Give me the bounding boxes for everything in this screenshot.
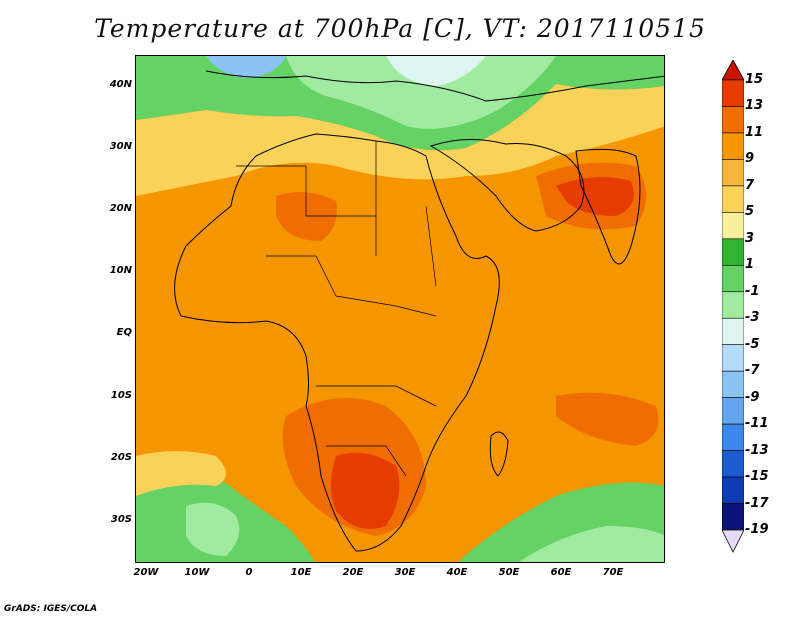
lon-label-40e: 40E (446, 567, 468, 578)
colorbar-label: 1 (745, 257, 755, 273)
colorbar-cells (722, 79, 744, 531)
field-se-lightgreen (518, 526, 664, 562)
lon-label-20e: 20E (342, 567, 364, 578)
lon-label-60e: 60E (550, 567, 572, 578)
colorbar-label: -11 (745, 416, 769, 432)
colorbar-cell (722, 344, 744, 372)
field-sahel-warm (276, 192, 337, 241)
lon-label-20w: 20W (133, 567, 159, 578)
field-north-blue (206, 56, 286, 78)
lat-label-10s: 10S (110, 390, 132, 401)
lat-label-20s: 20S (110, 452, 132, 463)
border-5 (316, 385, 437, 407)
colorbar-cell (722, 238, 744, 266)
lon-label-30e: 30E (394, 567, 416, 578)
lat-label-10n: 10N (109, 265, 132, 276)
colorbar-cell (722, 476, 744, 504)
temperature-map (135, 55, 665, 563)
colorbar-label: -15 (745, 469, 769, 485)
colorbar-label: 15 (745, 72, 764, 87)
coast-madagascar (489, 431, 509, 477)
coast-arabia (429, 138, 585, 232)
colorbar-label: -13 (745, 442, 769, 458)
colorbar-bottom-arrow (722, 529, 744, 553)
colorbar-cell (722, 397, 744, 425)
coast-africa (174, 133, 500, 552)
lon-label-50e: 50E (498, 567, 520, 578)
colorbar-cell (722, 264, 744, 293)
lat-label-40n: 40N (109, 79, 132, 90)
colorbar-cell (722, 185, 744, 213)
field-sw-lightgreen (186, 502, 240, 556)
lat-label-30n: 30N (109, 141, 132, 152)
colorbar-cell (722, 317, 744, 346)
colorbar-cell (722, 212, 744, 240)
border-1 (236, 165, 307, 216)
colorbar-cell (722, 423, 744, 451)
colorbar (722, 60, 744, 553)
colorbar-cell (722, 370, 744, 398)
field-indian-ocean-warm (556, 392, 659, 446)
coast-india (575, 148, 641, 265)
lon-label-70e: 70E (602, 567, 624, 578)
colorbar-cell (722, 79, 744, 107)
colorbar-label: 13 (745, 98, 764, 114)
field-arabia-hot (556, 177, 634, 216)
lon-label-10w: 10W (184, 567, 210, 578)
colorbar-cell (722, 450, 744, 478)
lat-label-30s: 30S (110, 514, 132, 525)
lat-label-20n: 20N (109, 203, 132, 214)
colorbar-cell (722, 159, 744, 187)
colorbar-cell (722, 106, 744, 134)
colorbar-cell (722, 503, 744, 531)
colorbar-top-arrow (722, 60, 744, 81)
colorbar-cell (722, 132, 744, 160)
colorbar-label: -19 (745, 522, 769, 537)
coastlines (174, 70, 664, 552)
colorbar-label: 11 (745, 124, 764, 140)
lon-label-10e: 10E (290, 567, 312, 578)
field-north-pale (386, 56, 486, 86)
coast-europe (205, 70, 664, 102)
colorbar-label: 5 (745, 204, 755, 220)
field-sw-yellow (136, 451, 226, 496)
field-southern-hot (331, 452, 400, 529)
border-4 (335, 295, 437, 317)
colorbar-label: -1 (745, 283, 760, 299)
temperature-field (136, 56, 664, 562)
colorbar-label: -9 (745, 389, 760, 405)
colorbar-label: 9 (745, 151, 755, 167)
lat-label-eq: EQ (116, 327, 132, 338)
colorbar-label: 7 (745, 177, 755, 193)
border-6 (326, 445, 407, 477)
border-8 (266, 255, 337, 297)
field-north-lightgreen (286, 56, 556, 129)
colorbar-label: -3 (745, 310, 760, 326)
field-yellow-band (136, 84, 664, 196)
colorbar-label: -7 (745, 363, 760, 379)
plot-title: Temperature at 700hPa [C], VT: 201711051… (94, 14, 706, 43)
country-borders (236, 141, 437, 477)
border-7 (425, 205, 437, 287)
colorbar-label: -5 (745, 336, 760, 352)
lon-label-0: 0 (245, 567, 253, 578)
colorbar-cell (722, 291, 744, 319)
colorbar-label: 3 (745, 230, 755, 246)
credit-text: GrADS: IGES/COLA (4, 604, 98, 614)
colorbar-label: -17 (745, 495, 769, 511)
